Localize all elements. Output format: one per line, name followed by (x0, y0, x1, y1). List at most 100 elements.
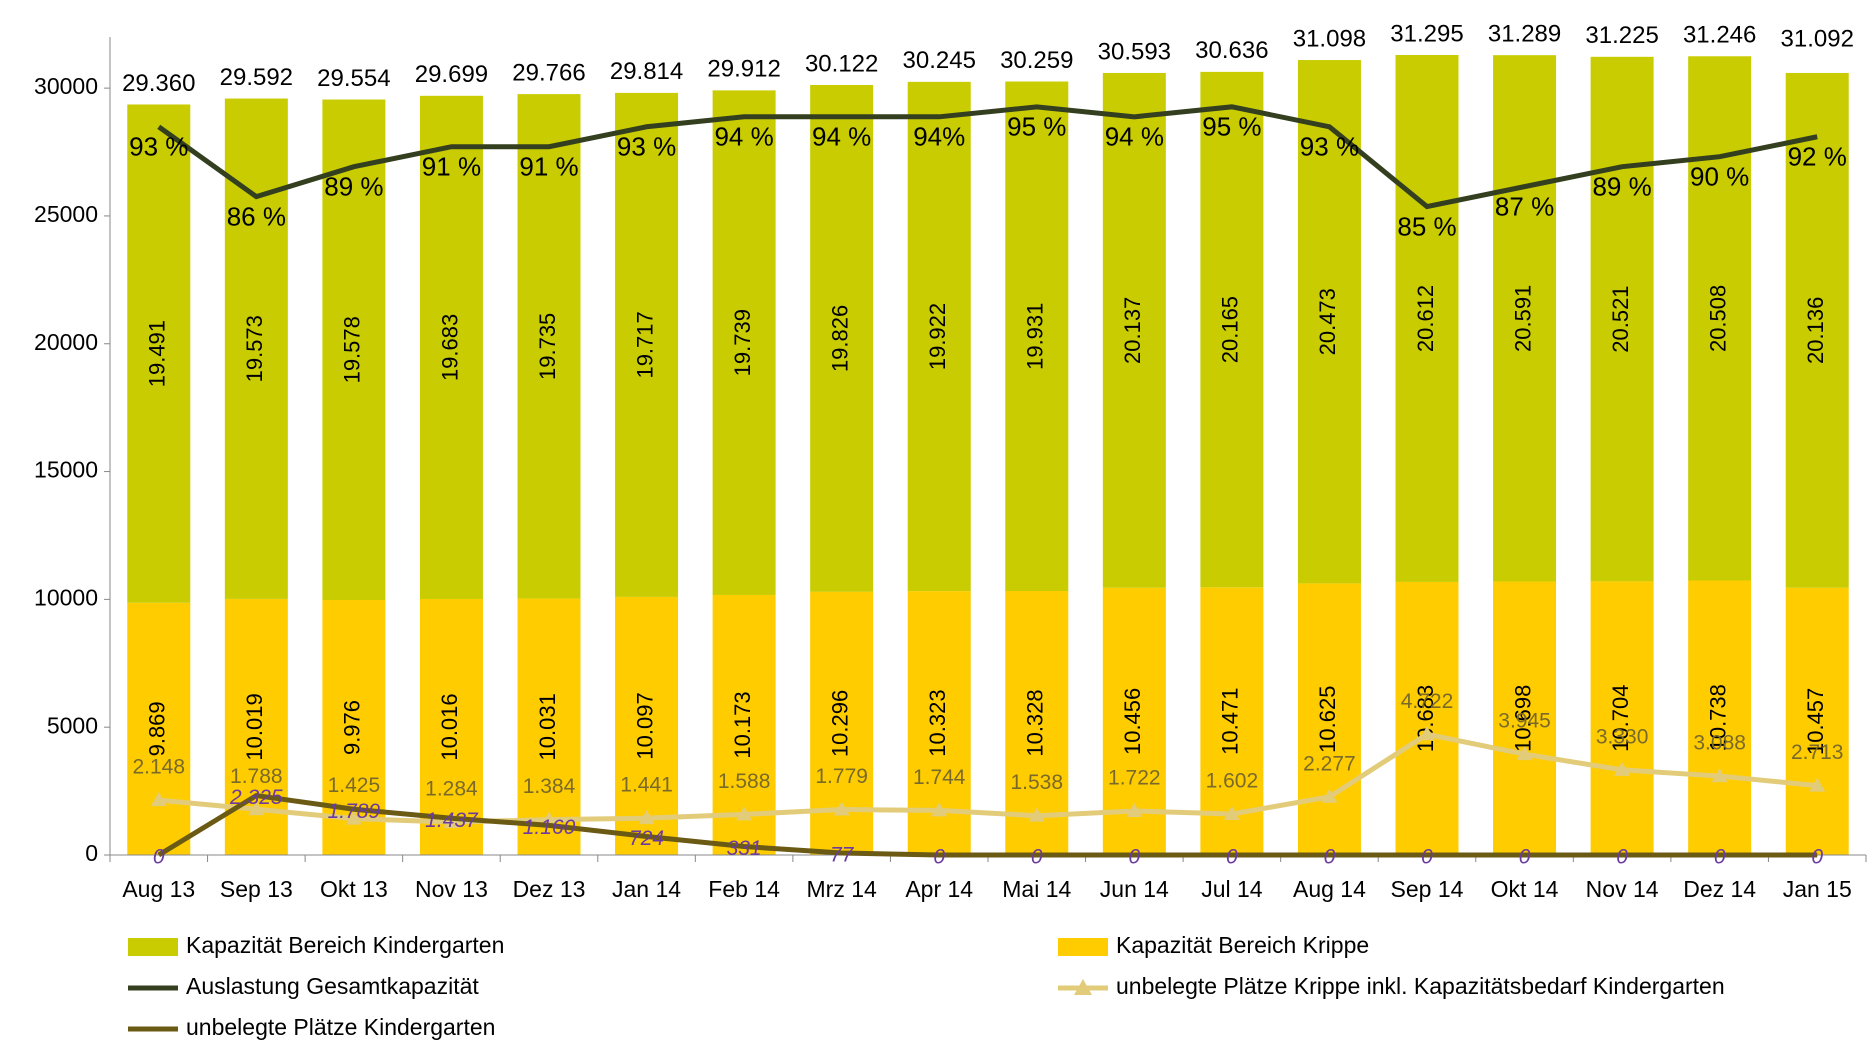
bar-value-label: 10.704 (1608, 685, 1633, 752)
bar-value-label: 10.016 (437, 693, 462, 760)
value-label: 1.789 (328, 800, 381, 823)
value-label: 0 (1811, 846, 1823, 869)
bar-segment (1297, 583, 1361, 855)
total-label: 30.122 (805, 50, 878, 77)
x-tick-label: Aug 13 (122, 876, 195, 902)
line-marker (1516, 746, 1533, 761)
x-tick-label: Dez 14 (1683, 876, 1756, 902)
bar-value-label: 10.097 (632, 692, 657, 759)
line-marker (150, 792, 167, 807)
bar-segment (1493, 581, 1557, 855)
bar-value-label: 10.173 (730, 691, 755, 758)
total-label: 29.912 (707, 56, 780, 83)
percent-label: 93 % (129, 132, 188, 162)
y-tick-label: 5000 (47, 712, 98, 738)
bar-segment (1395, 581, 1459, 855)
total-label: 29.592 (220, 64, 293, 91)
line-marker (1614, 761, 1631, 776)
bar-segment (127, 104, 191, 603)
value-label: 1.160 (523, 816, 576, 839)
total-label: 30.636 (1195, 37, 1268, 64)
percent-label: 85 % (1397, 211, 1456, 241)
value-label: 2.325 (229, 786, 283, 809)
line-marker (1223, 806, 1240, 821)
bar-value-label: 19.922 (925, 303, 950, 370)
value-label: 1.602 (1206, 770, 1259, 793)
bar-value-label: 10.457 (1803, 688, 1828, 755)
bar-value-label: 10.031 (535, 693, 560, 760)
bar-value-label: 20.591 (1510, 285, 1535, 352)
value-label: 0 (1421, 846, 1433, 869)
bar-segment (615, 92, 679, 597)
percent-label: 90 % (1690, 162, 1749, 192)
line-marker (1321, 788, 1338, 803)
value-label: 1.425 (328, 774, 381, 797)
bar-value-label: 19.573 (242, 315, 267, 382)
value-label: 0 (1324, 846, 1336, 869)
value-label: 1.722 (1108, 767, 1161, 790)
bar-value-label: 20.165 (1218, 296, 1243, 363)
value-label: 0 (1714, 846, 1726, 869)
bar-value-label: 19.683 (437, 314, 462, 381)
x-tick-label: Apr 14 (905, 876, 973, 902)
bar-segment (810, 85, 874, 592)
legend-label: unbelegte Plätze Krippe inkl. Kapazitäts… (1116, 973, 1725, 999)
x-tick-label: Jan 14 (612, 876, 681, 902)
bar-segment (1688, 580, 1752, 855)
bar-value-label: 19.826 (827, 305, 852, 372)
value-label: 1.284 (425, 778, 478, 801)
bar-value-label: 10.456 (1120, 688, 1145, 755)
y-tick-label: 30000 (34, 73, 98, 99)
legend-swatch (128, 938, 178, 956)
value-label: 1.744 (913, 766, 966, 789)
bar-value-label: 20.473 (1315, 288, 1340, 355)
bar-segment (322, 99, 386, 600)
legend-marker (1074, 979, 1092, 995)
line-marker (1126, 802, 1143, 817)
line-series (158, 731, 1818, 825)
total-label: 31.289 (1488, 21, 1561, 48)
bar-value-label: 19.491 (145, 320, 170, 387)
line-marker (638, 810, 655, 825)
line-marker (1809, 777, 1826, 792)
bar-value-label: 19.735 (535, 313, 560, 380)
value-label: 0 (1128, 846, 1140, 869)
bar-segment (1297, 60, 1361, 584)
percent-label: 89 % (324, 172, 383, 202)
bar-segment (1493, 55, 1557, 582)
percent-label: 91 % (422, 152, 481, 182)
x-tick-label: Mai 14 (1002, 876, 1071, 902)
bar-value-label: 20.612 (1413, 285, 1438, 352)
bar-value-label: 10.328 (1023, 689, 1048, 756)
value-label: 0 (1519, 846, 1531, 869)
y-tick-label: 0 (85, 840, 98, 866)
bar-value-label: 19.739 (730, 309, 755, 376)
legend-label: Kapazität Bereich Krippe (1116, 932, 1369, 958)
bar-value-label: 19.717 (632, 311, 657, 378)
bar-value-label: 9.869 (145, 701, 170, 756)
x-tick-label: Dez 13 (513, 876, 586, 902)
value-label: 3.330 (1596, 725, 1649, 748)
bar-value-label: 20.136 (1803, 297, 1828, 364)
percent-label: 94% (913, 122, 965, 152)
percent-label: 93 % (1300, 132, 1359, 162)
line-marker (541, 811, 557, 826)
bar-value-label: 10.323 (925, 689, 950, 756)
total-label: 29.699 (415, 61, 488, 88)
bar-segment (1785, 587, 1849, 855)
percent-label: 94 % (812, 122, 871, 152)
y-tick-label: 10000 (34, 584, 98, 610)
line-marker (736, 806, 753, 821)
value-label: 1.779 (815, 765, 868, 788)
total-label: 31.092 (1781, 26, 1854, 53)
bar-value-label: 10.738 (1705, 684, 1730, 751)
bar-value-label: 19.931 (1023, 303, 1048, 370)
x-tick-label: Jan 15 (1783, 876, 1852, 902)
value-label: 3.088 (1693, 732, 1746, 755)
value-label: 4.722 (1401, 690, 1454, 713)
y-tick-label: 25000 (34, 201, 98, 227)
legend-label: Kapazität Bereich Kindergarten (186, 932, 504, 958)
x-tick-label: Nov 13 (415, 876, 488, 902)
bar-segment (1200, 71, 1264, 588)
line-marker (1711, 768, 1728, 783)
